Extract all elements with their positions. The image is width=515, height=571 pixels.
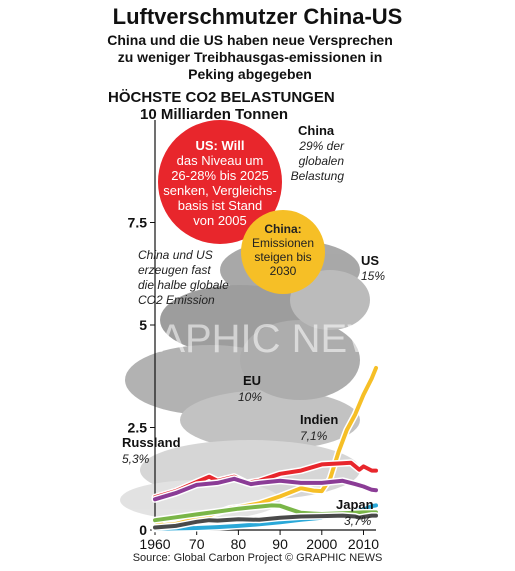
series-line-japan: [153, 513, 378, 530]
series-line-eu: [153, 476, 378, 502]
series-label-us: US: [361, 253, 379, 268]
x-tick-label: 70: [189, 536, 205, 552]
watermark-text: GRAPHIC NEWS: [98, 317, 411, 361]
series-share-indien: 7,1%: [300, 429, 328, 443]
x-tick-label: 80: [231, 536, 247, 552]
x-tick-label: 2000: [306, 536, 337, 552]
y-tick-label: 2.5: [128, 420, 148, 436]
series-label-eu: EU: [243, 373, 261, 388]
series-label-russland: Russland: [122, 435, 181, 450]
y-tick-label: 0: [139, 522, 147, 538]
x-tick-label: 90: [272, 536, 288, 552]
y-tick-label: 5: [139, 317, 147, 333]
source-credit: Source: Global Carbon Project © GRAPHIC …: [132, 552, 383, 564]
chart-heading: HÖCHSTE CO2 BELASTUNGEN: [108, 89, 335, 106]
series-share-russland: 5,3%: [122, 452, 150, 466]
series-share-japan: 3,7%: [344, 514, 372, 528]
chart-subtitle: China und die US haben neue Versprechen …: [107, 32, 393, 82]
series-label-japan: Japan: [336, 497, 374, 512]
series-share-eu: 10%: [238, 390, 262, 404]
series-line-us: [153, 460, 378, 500]
chart-units: 10 Milliarden Tonnen: [140, 106, 289, 123]
series-share-us: 15%: [361, 269, 385, 283]
china-us-note: China und US erzeugen fast die halbe globa…: [138, 248, 229, 307]
series-label-indien: Indien: [300, 412, 338, 427]
series-label-china: China: [298, 123, 335, 138]
chart-title: Luftverschmutzer China-US: [112, 4, 403, 29]
y-tick-label: 7.5: [128, 215, 148, 231]
x-tick-label: 2010: [348, 536, 379, 552]
x-tick-label: 1960: [139, 536, 170, 552]
series-share-china: 29% der globalen Belastung: [291, 139, 345, 183]
china-pledge-callout: China: Emissionen steigen bis 2030: [241, 210, 325, 294]
us-pledge-callout: US: Will das Niveau um 26-28% bis 2025 senk…: [158, 120, 282, 244]
